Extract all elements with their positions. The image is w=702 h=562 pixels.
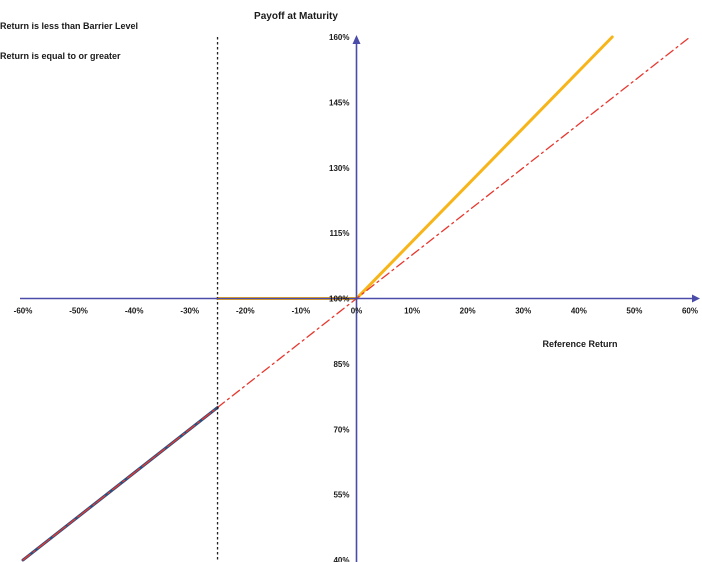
x-tick-label: 60% xyxy=(682,307,698,316)
x-tick-label: 10% xyxy=(404,307,420,316)
y-axis-arrow xyxy=(352,35,361,44)
axes-layer xyxy=(20,35,700,562)
x-tick-label: 50% xyxy=(626,307,642,316)
y-tick-label: 55% xyxy=(333,491,349,500)
x-axis-label: Reference Return xyxy=(542,339,617,349)
x-tick-label: -40% xyxy=(125,307,144,316)
y-tick-label: 85% xyxy=(333,360,349,369)
legend-entry-above-barrier: Return is equal to or greater xyxy=(0,51,121,61)
y-tick-label: 145% xyxy=(329,98,349,107)
x-tick-label: 30% xyxy=(515,307,531,316)
chart-title: Payoff at Maturity xyxy=(254,11,338,22)
x-tick-label: -10% xyxy=(292,307,311,316)
x-tick-label: -60% xyxy=(14,307,33,316)
series-line-1 xyxy=(216,35,614,300)
tick-labels-layer: -60% -50% -40% -30% -20% -10% 0% 10% 20% 30% 40% 50… xyxy=(14,33,698,562)
x-tick-label: 40% xyxy=(571,307,587,316)
x-axis-arrow xyxy=(692,294,700,303)
legend-entry-below-barrier: Return is less than Barrier Level xyxy=(0,21,138,31)
y-tick-label: 70% xyxy=(333,425,349,434)
y-tick-label: 115% xyxy=(329,229,349,238)
x-tick-label: 20% xyxy=(460,307,476,316)
x-tick-label: -20% xyxy=(236,307,255,316)
y-tick-label: 100% xyxy=(329,295,349,304)
y-tick-label: 40% xyxy=(333,556,349,562)
lower-segment-overlay xyxy=(22,407,218,561)
x-tick-label: -50% xyxy=(69,307,88,316)
y-tick-label: 130% xyxy=(329,164,349,173)
y-tick-label: 160% xyxy=(329,33,349,42)
x-tick-label: 0% xyxy=(351,307,363,316)
x-tick-label: -30% xyxy=(180,307,199,316)
